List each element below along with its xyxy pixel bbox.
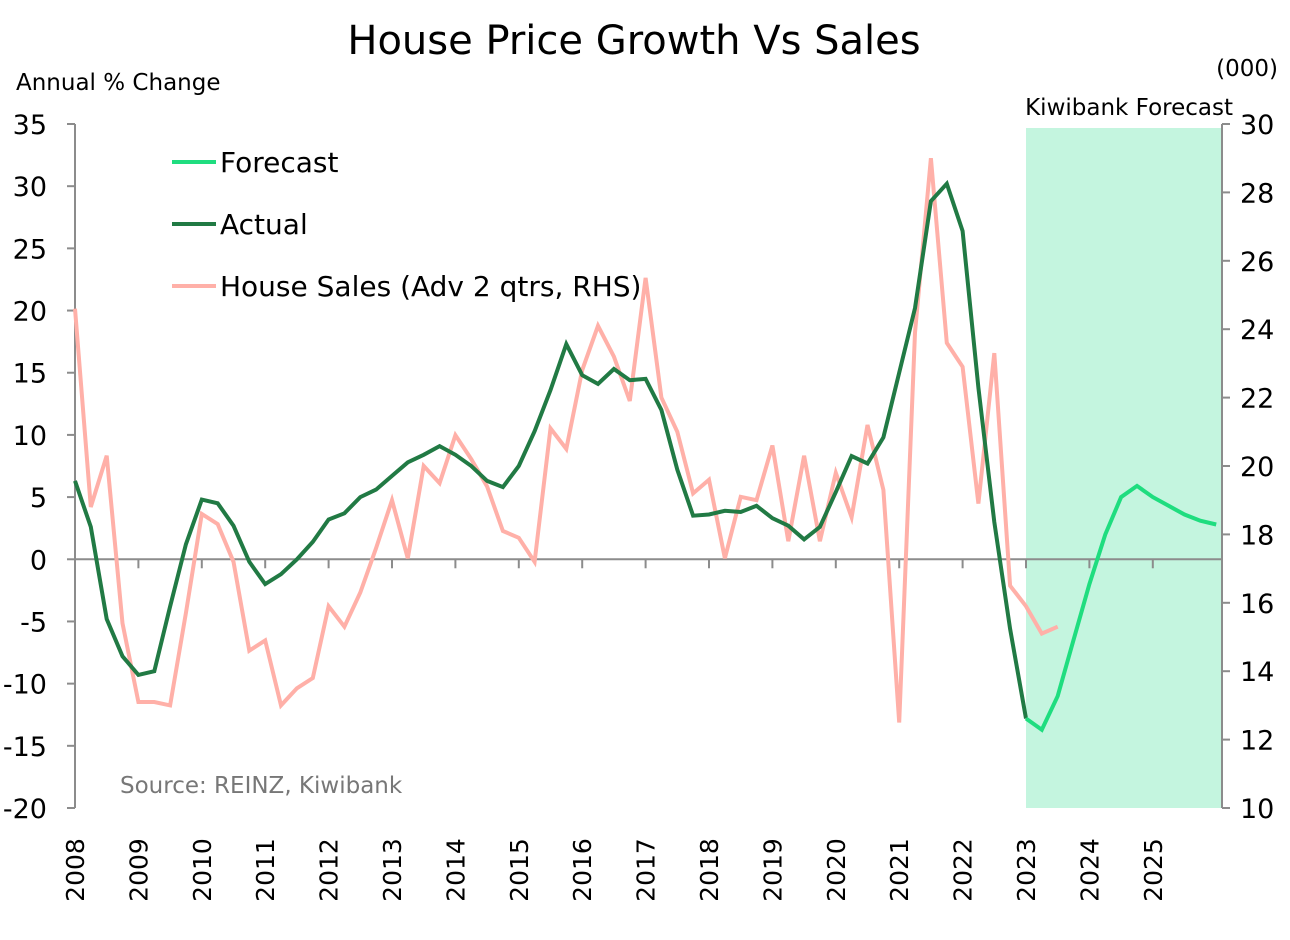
x-tick-label: 2024 <box>1075 838 1104 902</box>
source-note: Source: REINZ, Kiwibank <box>120 773 403 799</box>
left-tick-label: 30 <box>13 172 47 203</box>
x-tick-label: 2023 <box>1012 838 1041 902</box>
chart-title: House Price Growth Vs Sales <box>347 18 920 64</box>
left-tick-label: 0 <box>30 545 47 576</box>
x-tick-label: 2011 <box>251 838 280 902</box>
series-line-house <box>73 158 1059 723</box>
right-tick-label: 22 <box>1240 384 1274 415</box>
right-axis-label: (000) <box>1216 56 1278 82</box>
x-tick-label: 2019 <box>758 838 787 902</box>
right-tick-label: 26 <box>1240 247 1274 278</box>
right-tick-label: 18 <box>1240 520 1274 551</box>
right-tick-label: 10 <box>1240 794 1274 825</box>
right-tick-label: 24 <box>1240 315 1274 346</box>
left-tick-label: -5 <box>20 607 47 638</box>
right-tick-label: 12 <box>1240 726 1274 757</box>
x-tick-label: 2008 <box>61 838 90 902</box>
x-tick-label: 2020 <box>822 838 851 902</box>
legend-label: Actual <box>220 208 308 241</box>
left-tick-label: -20 <box>3 794 47 825</box>
right-tick-label: 20 <box>1240 452 1274 483</box>
x-tick-label: 2010 <box>188 838 217 902</box>
legend-label: Forecast <box>220 146 339 179</box>
right-tick-label: 30 <box>1240 110 1274 141</box>
left-tick-label: 5 <box>30 483 47 514</box>
left-tick-label: 15 <box>13 359 47 390</box>
x-tick-label: 2012 <box>315 838 344 902</box>
legend-label: House Sales (Adv 2 qtrs, RHS) <box>220 270 641 303</box>
x-tick-label: 2025 <box>1139 838 1168 902</box>
left-tick-label: 25 <box>13 234 47 265</box>
x-tick-label: 2022 <box>949 838 978 902</box>
forecast-shade-label: Kiwibank Forecast <box>1025 95 1233 121</box>
x-tick-label: 2015 <box>505 838 534 902</box>
x-tick-label: 2014 <box>441 838 470 902</box>
right-tick-label: 28 <box>1240 178 1274 209</box>
series-line-forecast <box>1024 483 1217 733</box>
x-tick-label: 2013 <box>378 838 407 902</box>
left-tick-label: 20 <box>13 297 47 328</box>
left-tick-label: -10 <box>3 670 47 701</box>
x-tick-label: 2021 <box>885 838 914 902</box>
x-tick-label: 2018 <box>695 838 724 902</box>
left-tick-label: -15 <box>3 732 47 763</box>
forecast-shade-region <box>1026 128 1222 808</box>
right-tick-label: 16 <box>1240 589 1274 620</box>
right-tick-label: 14 <box>1240 657 1274 688</box>
left-axis-label: Annual % Change <box>16 70 220 96</box>
x-tick-label: 2009 <box>124 838 153 902</box>
x-tick-label: 2017 <box>632 838 661 902</box>
left-tick-label: 35 <box>13 110 47 141</box>
left-tick-label: 10 <box>13 421 47 452</box>
x-tick-label: 2016 <box>568 838 597 902</box>
series-line-actual <box>73 179 1028 719</box>
